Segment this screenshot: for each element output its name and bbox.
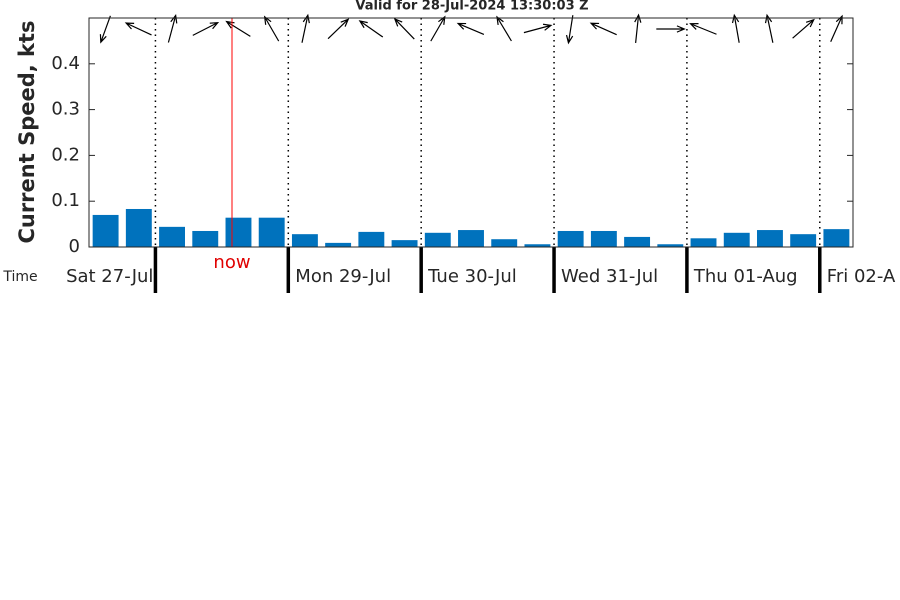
bar [590, 230, 617, 247]
direction-arrow [263, 15, 280, 42]
bar [723, 232, 750, 247]
bar [258, 217, 285, 247]
direction-arrow [393, 17, 415, 40]
y-tick-label: 0.3 [51, 99, 80, 120]
direction-arrow [731, 13, 740, 43]
day-label: Wed 31-Jul [561, 266, 658, 287]
y-tick-label: 0.1 [51, 190, 80, 211]
day-label: Thu 01-Aug [693, 266, 798, 287]
bar [92, 214, 119, 247]
direction-arrow [764, 13, 774, 43]
y-tick-label: 0.4 [51, 53, 80, 74]
x-axis-label: l Time [0, 269, 38, 285]
bar [192, 230, 219, 247]
bar [159, 226, 185, 247]
direction-arrow [565, 15, 574, 45]
day-label: Sat 27-Jul [66, 266, 153, 287]
bar [657, 244, 684, 247]
bar [391, 240, 418, 247]
bar [458, 230, 484, 247]
direction-arrow [656, 25, 686, 33]
day-label: Tue 30-Jul [427, 266, 517, 287]
bar [624, 236, 651, 247]
y-tick-label: 0.2 [51, 144, 80, 165]
direction-arrow [192, 21, 220, 36]
bar [690, 238, 717, 247]
direction-arrow [358, 20, 384, 38]
direction-arrow [456, 22, 485, 36]
bar [291, 234, 318, 247]
bar [757, 230, 783, 247]
y-tick-label: 0 [69, 236, 80, 257]
bar [424, 232, 451, 247]
plot-frame [88, 17, 854, 248]
bar [491, 239, 518, 247]
direction-arrow [301, 13, 310, 43]
day-label: Fri 02-A [827, 266, 896, 287]
bar [325, 242, 352, 247]
bar [823, 229, 850, 247]
direction-arrow [589, 22, 617, 36]
bar [125, 208, 152, 247]
bar [557, 230, 584, 247]
now-label: now [213, 252, 250, 273]
bar [790, 234, 817, 247]
y-axis-label: Current Speed, kts [15, 20, 39, 243]
direction-arrow [830, 14, 843, 43]
chart-title: Valid for 28-Jul-2024 13:30:03 Z [355, 0, 588, 14]
direction-arrow [327, 18, 350, 40]
direction-arrow [167, 13, 178, 43]
bar [225, 217, 252, 247]
direction-arrow [634, 13, 642, 43]
direction-arrow [496, 15, 512, 42]
direction-arrow [99, 15, 111, 44]
direction-arrow [689, 23, 717, 35]
day-label: Mon 29-Jul [295, 266, 391, 287]
bar [524, 244, 551, 247]
bar [358, 231, 385, 247]
direction-arrow [523, 23, 553, 34]
direction-arrow [124, 22, 152, 36]
direction-arrow [430, 15, 446, 42]
direction-arrow [792, 18, 815, 39]
